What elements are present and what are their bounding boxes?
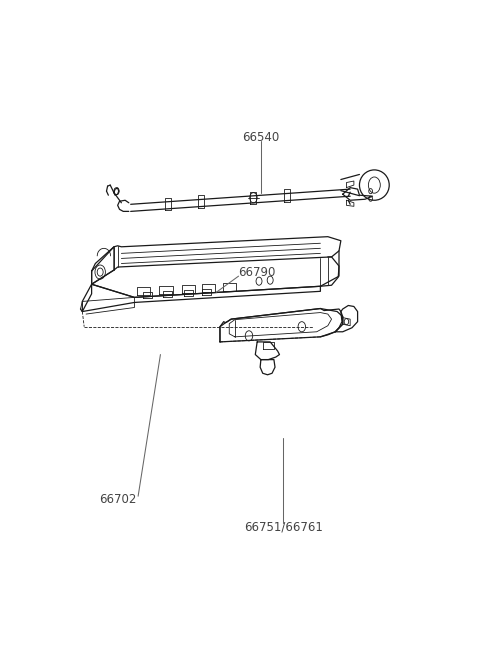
Text: 66702: 66702 [99, 493, 136, 507]
Text: 66751/66761: 66751/66761 [244, 520, 323, 533]
Text: 66790: 66790 [239, 265, 276, 279]
Text: 66540: 66540 [242, 131, 279, 143]
